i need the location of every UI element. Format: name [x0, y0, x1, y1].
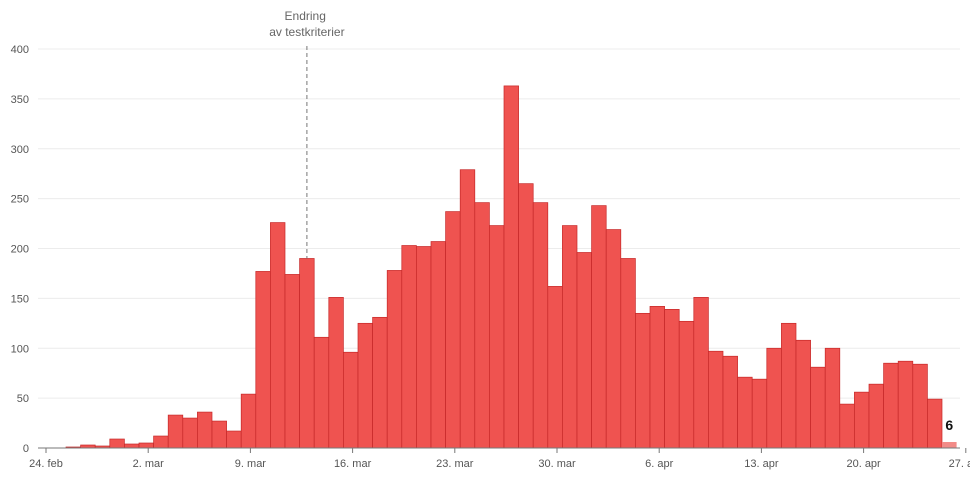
bar [518, 183, 534, 449]
bar [430, 241, 446, 449]
annotation-line-2: av testkriterier [269, 25, 344, 39]
bar [182, 417, 198, 449]
bar [722, 355, 738, 449]
x-tick-label: 2. mar [133, 458, 165, 470]
bar [328, 297, 344, 449]
bar [109, 438, 125, 449]
bar [649, 306, 665, 449]
bar [868, 383, 884, 449]
bar [372, 316, 388, 449]
bar [124, 443, 140, 449]
bar [138, 442, 154, 449]
bar [416, 246, 432, 449]
bar [503, 85, 519, 449]
x-tick-label: 30. mar [538, 458, 576, 470]
y-tick-label: 150 [11, 293, 29, 305]
bar [240, 393, 257, 449]
bar [635, 312, 651, 449]
y-tick-label: 300 [11, 144, 29, 156]
bar [693, 297, 709, 449]
y-tick-label: 0 [23, 443, 29, 455]
bar [737, 376, 753, 449]
y-tick-label: 350 [11, 94, 29, 106]
y-tick-label: 100 [11, 343, 29, 355]
bar [445, 211, 461, 449]
bar [386, 270, 403, 449]
bar [912, 363, 928, 449]
provisional-value-label: 6 [945, 417, 953, 433]
bar [547, 286, 563, 449]
x-tick-label: 24. feb [29, 458, 63, 470]
y-tick-label: 400 [11, 44, 29, 56]
bar [532, 202, 549, 449]
bar [576, 252, 592, 449]
bar [664, 309, 680, 449]
bar [211, 420, 227, 449]
bar [824, 347, 841, 449]
bars [65, 85, 957, 449]
x-tick-label: 9. mar [235, 458, 267, 470]
bar [284, 274, 300, 449]
bar [751, 378, 768, 449]
bar [226, 430, 242, 449]
bar [401, 245, 417, 449]
bar [678, 320, 695, 449]
x-tick-label: 23. mar [436, 458, 474, 470]
annotation: Endring av testkriterier [269, 9, 345, 259]
bar [883, 362, 899, 449]
bar [854, 391, 870, 449]
annotation-line-1: Endring [285, 9, 326, 23]
bar [255, 271, 271, 449]
bar [708, 350, 724, 449]
bar [489, 225, 505, 449]
bar [562, 225, 578, 449]
y-tick-label: 200 [11, 244, 29, 256]
bar [197, 411, 213, 449]
y-tick-label: 250 [11, 194, 29, 206]
bar [927, 398, 943, 449]
x-tick-label: 27. apr [949, 458, 970, 470]
annotation-label: Endring av testkriterier [269, 9, 344, 39]
x-tick-label: 20. apr [846, 458, 881, 470]
bar [605, 229, 622, 449]
bar [313, 336, 330, 449]
bar [897, 360, 914, 449]
bar [343, 351, 359, 449]
x-axis: 24. feb 2. mar 9. mar 16. mar 23. mar 30. mar… [29, 447, 970, 470]
y-tick-label: 50 [17, 393, 29, 405]
bar [270, 222, 286, 449]
bar [766, 347, 782, 449]
bar [810, 366, 826, 449]
x-tick-label: 13. apr [744, 458, 779, 470]
bar [153, 435, 169, 449]
bar [459, 169, 476, 449]
bar [839, 403, 855, 449]
bar [299, 258, 315, 449]
bar [620, 258, 636, 449]
bar [167, 414, 184, 449]
bar [474, 202, 490, 449]
y-axis-labels: 0 50 100 150 200 250 300 350 400 [11, 44, 29, 455]
x-tick-label: 16. mar [334, 458, 372, 470]
bar [591, 205, 607, 449]
bar [795, 339, 811, 449]
bar-provisional [942, 442, 957, 448]
x-tick-label: 6. apr [645, 458, 673, 470]
bar [781, 322, 797, 449]
bar [357, 322, 373, 449]
